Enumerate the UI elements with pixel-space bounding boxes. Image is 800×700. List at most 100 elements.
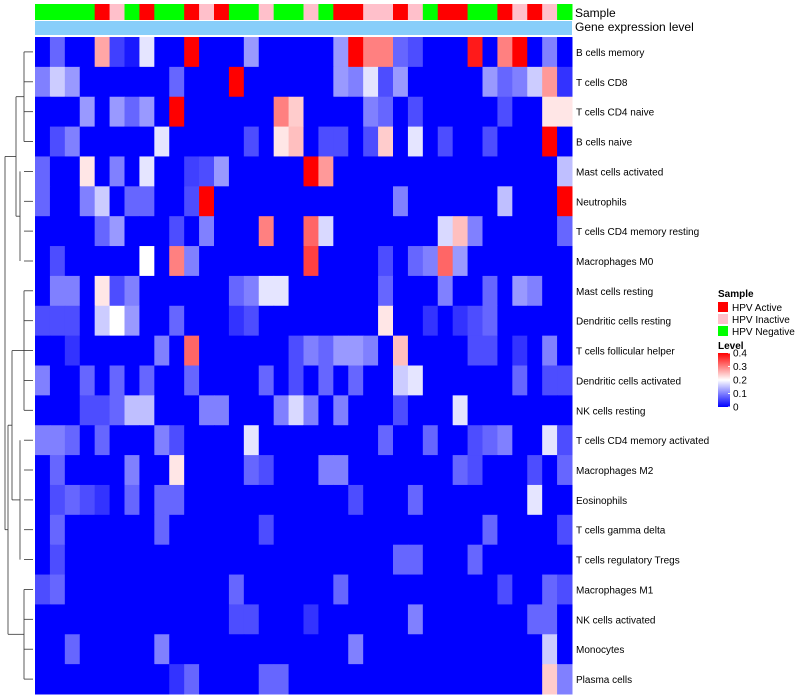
heatmap-cell — [228, 335, 245, 366]
heatmap-cell — [542, 216, 558, 247]
sample-annotation-cell — [49, 4, 66, 20]
heatmap-cell — [124, 66, 140, 98]
heatmap-cell — [199, 484, 215, 516]
sample-annotation-cell — [407, 4, 424, 20]
heatmap-cell — [49, 395, 66, 426]
heatmap-cell — [199, 246, 215, 277]
heatmap-cell — [437, 186, 454, 217]
heatmap-cell — [437, 544, 454, 576]
heatmap-cell — [35, 604, 51, 635]
heatmap-cell — [124, 216, 140, 247]
heatmap-cell — [35, 66, 51, 98]
heatmap-cell — [422, 305, 439, 337]
sample-annotation-cell — [228, 4, 245, 20]
heatmap-cell — [482, 96, 498, 128]
heatmap-cell — [214, 634, 230, 665]
heatmap-cell — [378, 365, 394, 396]
heatmap-cell — [303, 455, 319, 486]
heatmap-cell — [243, 604, 260, 635]
heatmap-cell — [318, 216, 334, 247]
heatmap-cell — [49, 96, 66, 128]
heatmap-cell — [467, 395, 483, 426]
heatmap-cell — [333, 96, 349, 128]
heatmap-cell — [169, 604, 185, 635]
heatmap-cell — [154, 425, 170, 456]
heatmap-cell — [49, 514, 66, 546]
heatmap-cell — [452, 186, 469, 217]
heatmap-cell — [94, 395, 111, 426]
heatmap-cell — [512, 664, 528, 695]
heatmap-cell — [228, 126, 245, 157]
heatmap-cell — [348, 37, 364, 68]
heatmap-cell — [482, 514, 498, 546]
heatmap-cell — [154, 395, 170, 426]
heatmap-cell — [243, 455, 260, 486]
heatmap-cell — [378, 216, 394, 247]
heatmap-cell — [527, 305, 543, 337]
heatmap-cell — [497, 514, 513, 546]
heatmap-cell — [363, 664, 379, 695]
heatmap-cell — [288, 395, 304, 426]
heatmap-cell — [348, 335, 364, 366]
heatmap-cell — [452, 664, 469, 695]
heatmap-cell — [109, 604, 125, 635]
heatmap-cell — [437, 425, 454, 456]
heatmap-cell — [49, 246, 66, 277]
heatmap-cell — [154, 96, 170, 128]
heatmap-cell — [437, 246, 454, 277]
heatmap-cell — [199, 66, 215, 98]
sample-annotation-cell — [452, 4, 469, 20]
level-tick-label: 0.1 — [733, 389, 747, 400]
heatmap-cell — [467, 156, 483, 187]
heatmap-cell — [228, 66, 245, 98]
heatmap-cell — [35, 246, 51, 277]
heatmap-cell — [497, 275, 513, 307]
heatmap-cell — [557, 425, 573, 456]
heatmap-cell — [288, 484, 304, 516]
heatmap-cell — [557, 126, 573, 157]
heatmap-cell — [482, 484, 498, 516]
heatmap-cell — [273, 216, 290, 247]
heatmap-cell — [303, 425, 319, 456]
heatmap-cell — [467, 425, 483, 456]
heatmap-cell — [35, 275, 51, 307]
heatmap-cell — [557, 455, 573, 486]
heatmap-cell — [467, 66, 483, 98]
heatmap-cell — [64, 126, 81, 157]
heatmap-cell — [79, 455, 96, 486]
heatmap-cell — [109, 574, 125, 605]
heatmap-cell — [378, 664, 394, 695]
heatmap-cell — [35, 484, 51, 516]
heatmap-cell — [393, 664, 409, 695]
heatmap-cell — [348, 544, 364, 576]
heatmap-cell — [79, 126, 96, 157]
heatmap-cell — [333, 604, 349, 635]
heatmap-cell — [557, 335, 573, 366]
heatmap-cell — [199, 574, 215, 605]
heatmap-cell — [452, 275, 469, 307]
heatmap-cell — [363, 544, 379, 576]
heatmap-cell — [94, 335, 111, 366]
row-label: Macrophages M1 — [576, 586, 654, 597]
heatmap-cell — [557, 37, 573, 68]
heatmap-cell — [243, 514, 260, 546]
heatmap-cell — [348, 664, 364, 695]
heatmap-cell — [542, 305, 558, 337]
heatmap-cell — [527, 275, 543, 307]
heatmap-cell — [49, 156, 66, 187]
heatmap-cell — [378, 634, 394, 665]
heatmap-cell — [318, 275, 334, 307]
heatmap-cell — [184, 246, 200, 277]
heatmap-cell — [393, 156, 409, 187]
heatmap-cell — [512, 604, 528, 635]
heatmap-cell — [512, 66, 528, 98]
heatmap-cell — [35, 395, 51, 426]
heatmap-cell — [542, 604, 558, 635]
heatmap-cell — [49, 275, 66, 307]
heatmap-cell — [557, 664, 573, 695]
heatmap-cell — [348, 216, 364, 247]
heatmap-cell — [64, 484, 81, 516]
heatmap-cell — [124, 37, 140, 68]
heatmap-cell — [184, 216, 200, 247]
heatmap-cell — [124, 335, 140, 366]
